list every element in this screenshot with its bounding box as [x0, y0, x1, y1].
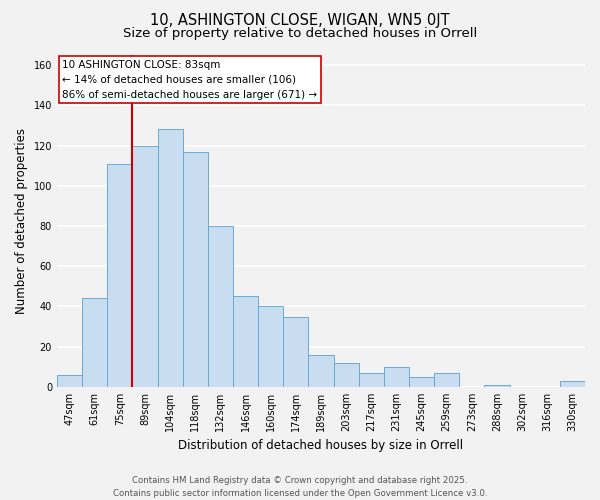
- Bar: [182, 152, 208, 387]
- Text: 10, ASHINGTON CLOSE, WIGAN, WN5 0JT: 10, ASHINGTON CLOSE, WIGAN, WN5 0JT: [150, 12, 450, 28]
- Bar: [359, 373, 384, 387]
- Bar: [283, 316, 308, 387]
- Text: Contains HM Land Registry data © Crown copyright and database right 2025.
Contai: Contains HM Land Registry data © Crown c…: [113, 476, 487, 498]
- Bar: [133, 146, 158, 387]
- Bar: [57, 375, 82, 387]
- Bar: [384, 367, 409, 387]
- Bar: [484, 385, 509, 387]
- Bar: [158, 130, 182, 387]
- Bar: [409, 377, 434, 387]
- Bar: [233, 296, 258, 387]
- Bar: [560, 381, 585, 387]
- Bar: [308, 354, 334, 387]
- Bar: [82, 298, 107, 387]
- Bar: [434, 373, 459, 387]
- Bar: [208, 226, 233, 387]
- Bar: [258, 306, 283, 387]
- Bar: [334, 363, 359, 387]
- Bar: [107, 164, 133, 387]
- Y-axis label: Number of detached properties: Number of detached properties: [15, 128, 28, 314]
- Text: 10 ASHINGTON CLOSE: 83sqm
← 14% of detached houses are smaller (106)
86% of semi: 10 ASHINGTON CLOSE: 83sqm ← 14% of detac…: [62, 60, 317, 100]
- Text: Size of property relative to detached houses in Orrell: Size of property relative to detached ho…: [123, 28, 477, 40]
- X-axis label: Distribution of detached houses by size in Orrell: Distribution of detached houses by size …: [178, 440, 464, 452]
